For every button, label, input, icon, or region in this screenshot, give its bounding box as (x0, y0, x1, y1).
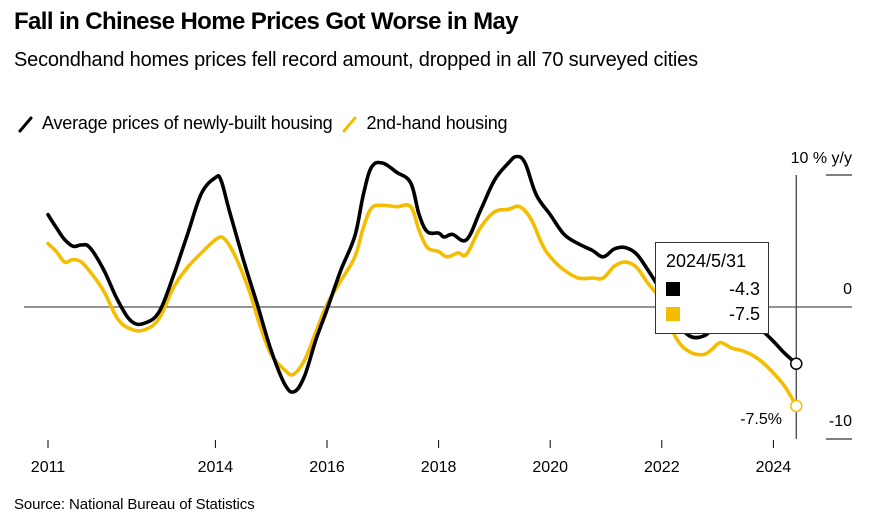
diagonal-line-icon (342, 116, 357, 132)
x-tick-label: 2011 (31, 459, 66, 476)
end-marker-new-housing (790, 357, 803, 371)
y-tick-label-0: 0 (843, 281, 852, 298)
x-tick-label: 2020 (532, 459, 568, 476)
source-note: Source: National Bureau of Statistics (14, 496, 255, 513)
tooltip-value-new-housing: -4.3 (728, 278, 760, 299)
tooltip-row-new-housing: -4.3 (666, 278, 760, 300)
y-tick-label-minus-10: -10 (829, 413, 852, 430)
legend: Average prices of newly-built housing 2n… (18, 113, 517, 134)
legend-label-secondhand-housing: 2nd-hand housing (366, 113, 508, 133)
tooltip-date: 2024/5/31 (666, 251, 747, 271)
x-tick-label: 2024 (756, 459, 792, 476)
x-tick-label: 2022 (644, 459, 680, 476)
legend-item-secondhand-housing: 2nd-hand housing (342, 113, 508, 134)
x-tick-label: 2016 (309, 459, 345, 476)
square-swatch-icon (666, 282, 680, 296)
chart-title: Fall in Chinese Home Prices Got Worse in… (14, 8, 519, 35)
tooltip-value-secondhand-housing: -7.5 (728, 303, 760, 324)
last-value-annotation: -7.5% (740, 411, 782, 428)
diagonal-line-icon (18, 116, 33, 132)
legend-item-new-housing: Average prices of newly-built housing (18, 113, 333, 134)
tooltip: 2024/5/31 -4.3 -7.5 (655, 242, 769, 334)
chart-subtitle: Secondhand homes prices fell record amou… (14, 49, 698, 71)
end-marker-secondhand-housing (790, 399, 803, 413)
tooltip-row-secondhand-housing: -7.5 (666, 303, 760, 325)
legend-label-new-housing: Average prices of newly-built housing (42, 113, 333, 133)
x-tick-label: 2014 (198, 459, 234, 476)
square-swatch-icon (666, 307, 680, 321)
y-tick-label-10: 10 % y/y (791, 150, 852, 167)
markers-layer (790, 357, 803, 413)
x-tick-label: 2018 (421, 459, 457, 476)
